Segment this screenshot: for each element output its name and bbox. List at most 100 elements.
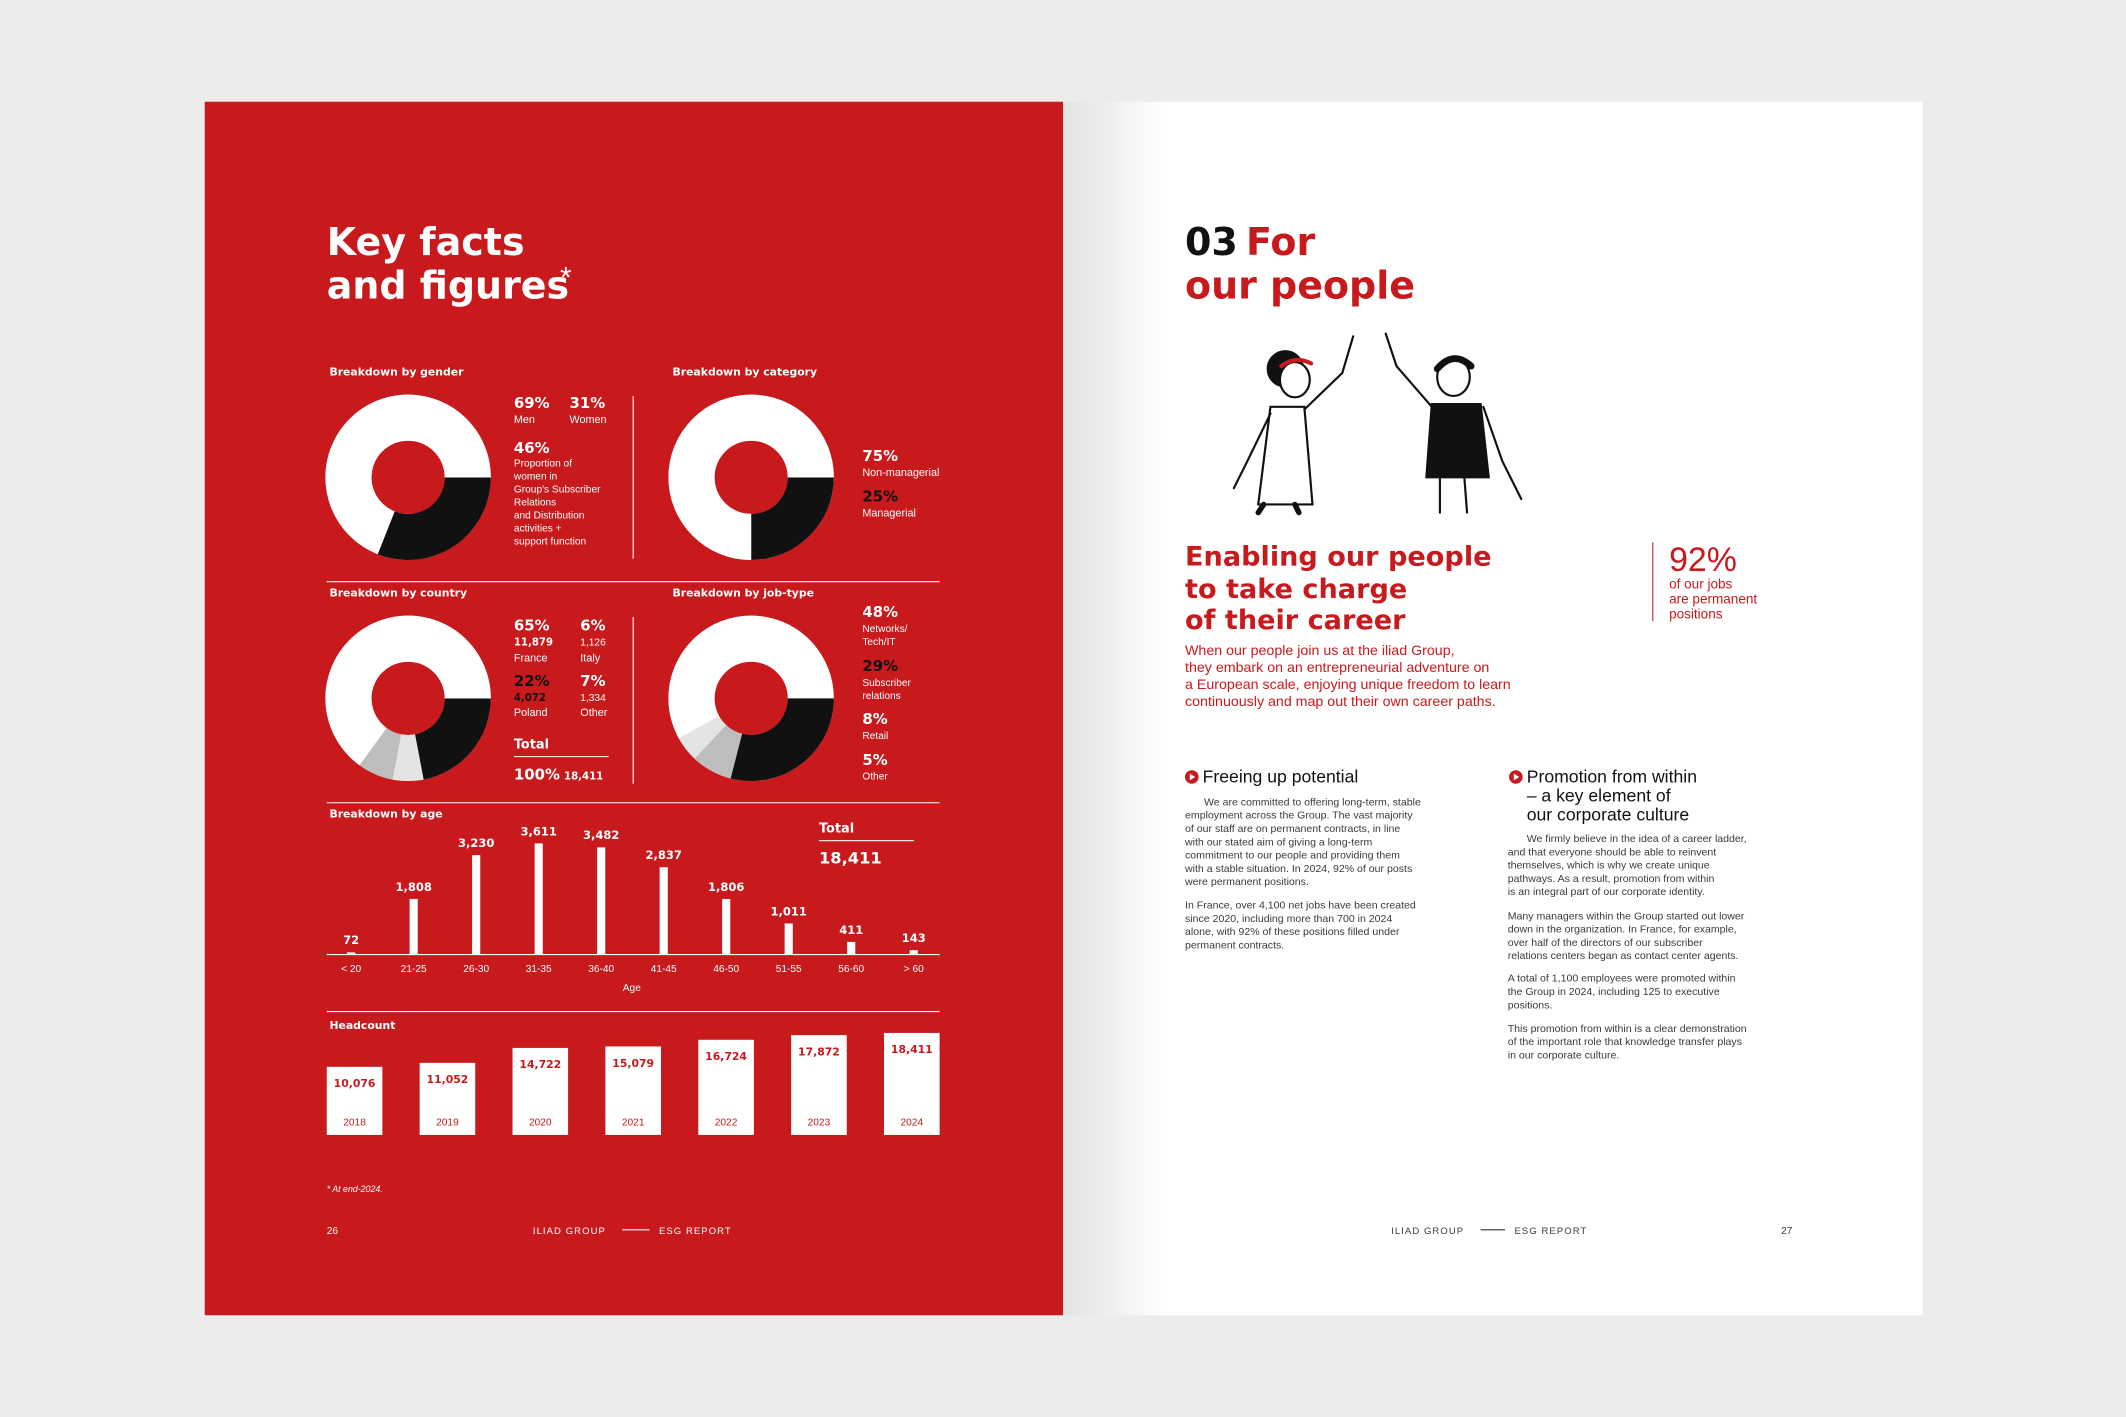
headcount-box — [326, 1066, 383, 1135]
donut-segment — [730, 698, 834, 782]
title: and figures — [327, 263, 569, 307]
body-line: and that everyone should be able to rein… — [1508, 846, 1717, 858]
stat-value: 75% — [862, 447, 898, 465]
data-label: 2,837 — [645, 848, 681, 862]
stat-count: 1,126 — [580, 637, 606, 648]
section-title: our corporate culture — [1527, 804, 1690, 824]
data-label: 11,052 — [427, 1073, 469, 1086]
body-line: pathways. As a result, promotion from wi… — [1508, 873, 1715, 885]
data-label: 14,722 — [519, 1058, 561, 1071]
body-line: with a stable situation. In 2024, 92% of… — [1184, 863, 1412, 875]
bar — [534, 843, 543, 955]
intro-line: continuously and map out their own caree… — [1185, 694, 1496, 710]
note-line: Group's Subscriber — [514, 485, 601, 496]
note-line: women in — [513, 471, 557, 482]
section-title: Headcount — [329, 1019, 395, 1032]
note-line: support function — [514, 537, 586, 548]
x-tick-label: 2020 — [529, 1117, 552, 1128]
data-label: 16,724 — [705, 1050, 747, 1063]
data-label: 411 — [839, 923, 863, 937]
stat-label: Tech/IT — [862, 637, 895, 648]
donut-segment — [668, 615, 819, 739]
donut-segment — [694, 725, 743, 779]
stat-value: 22% — [514, 672, 550, 690]
note-line: Relations — [514, 498, 556, 509]
data-label: 18,411 — [891, 1043, 933, 1056]
x-tick-label: 36-40 — [588, 964, 614, 975]
body-line: employment across the Group. The vast ma… — [1185, 810, 1413, 822]
section-title: Promotion from within — [1527, 766, 1697, 786]
note-line: activities + — [514, 524, 562, 535]
body-line: themselves, which is why we create uniqu… — [1508, 860, 1710, 872]
body-line: of the important role that knowledge tra… — [1508, 1036, 1742, 1048]
body-line: of our staff are on permanent contracts,… — [1185, 823, 1400, 835]
x-tick-label: 41-45 — [651, 964, 677, 975]
donut-segment — [377, 477, 491, 561]
donut-segment — [751, 477, 834, 561]
bar — [472, 855, 481, 955]
stat-label: of our jobs — [1669, 577, 1732, 592]
total-count: 18,411 — [564, 772, 603, 783]
bullet-icon — [1189, 773, 1196, 781]
data-label: 17,872 — [798, 1045, 840, 1058]
right-page — [1063, 101, 1923, 1316]
body-line: This promotion from within is a clear de… — [1508, 1023, 1747, 1035]
donut-segment — [414, 698, 491, 780]
section-title: Breakdown by gender — [329, 366, 464, 379]
stat-label: Women — [569, 414, 606, 426]
body-line: since 2020, including more than 700 in 2… — [1185, 913, 1392, 925]
body-line: the Group in 2024, including 125 to exec… — [1508, 986, 1720, 998]
stat-value: 25% — [862, 488, 898, 506]
body-line: with our stated aim of giving a long-ter… — [1184, 836, 1372, 848]
stat-count: 11,879 — [514, 637, 553, 648]
stat-label: Italy — [580, 653, 600, 665]
body-line: positions. — [1508, 999, 1553, 1011]
footer-text: ESG REPORT — [659, 1226, 732, 1237]
bar — [347, 952, 356, 955]
body-line: Many managers within the Group started o… — [1508, 910, 1745, 922]
stat-value: 5% — [862, 751, 887, 769]
donut-segment — [359, 727, 402, 780]
heading: Enabling our people — [1185, 541, 1491, 572]
x-tick-label: 2022 — [715, 1117, 738, 1128]
x-tick-label: 2024 — [901, 1117, 924, 1128]
stat-value: 8% — [862, 710, 887, 728]
stat-count: 4,072 — [514, 693, 546, 704]
body-line: permanent contracts. — [1185, 939, 1284, 951]
footnote: * At end-2024. — [327, 1184, 383, 1194]
stat-label: relations — [862, 691, 900, 702]
stat-label: Subscriber — [862, 678, 911, 689]
stat-label: Non-managerial — [862, 467, 939, 479]
axis-title: Age — [623, 983, 641, 994]
stat-value: 31% — [569, 394, 605, 412]
x-tick-label: 2021 — [622, 1117, 645, 1128]
chapter-number: 03 — [1185, 220, 1238, 264]
section-title: Breakdown by job-type — [673, 587, 814, 600]
total-value: 18,411 — [819, 849, 882, 868]
stat-label: Managerial — [862, 508, 916, 520]
body-line: over half of the directors of our subscr… — [1508, 937, 1703, 949]
footer-text: ESG REPORT — [1515, 1226, 1588, 1237]
body-line: A total of 1,100 employees were promoted… — [1508, 973, 1736, 985]
stat-label: France — [514, 653, 548, 665]
total-value: 100% — [514, 766, 560, 784]
x-tick-label: 31-35 — [526, 964, 552, 975]
data-label: 72 — [343, 933, 359, 947]
illustration — [1232, 332, 1523, 516]
headcount-box — [698, 1039, 754, 1135]
data-label: 1,808 — [395, 880, 431, 894]
stat-count: 1,334 — [580, 693, 606, 704]
page-number: 26 — [327, 1226, 339, 1237]
data-label: 15,079 — [612, 1057, 654, 1070]
intro-line: When our people join us at the iliad Gro… — [1185, 643, 1455, 659]
stat-value: 29% — [862, 657, 898, 675]
stat-value: 6% — [580, 617, 605, 635]
section-title: Breakdown by age — [329, 808, 442, 821]
x-tick-label: 2019 — [436, 1117, 459, 1128]
x-tick-label: 2023 — [808, 1117, 831, 1128]
stat-value: 48% — [862, 603, 898, 621]
x-tick-label: 56-60 — [838, 964, 864, 975]
body-line: We are committed to offering long-term, … — [1204, 796, 1421, 808]
x-tick-label: 21-25 — [401, 964, 427, 975]
intro-line: a European scale, enjoying unique freedo… — [1185, 677, 1511, 693]
